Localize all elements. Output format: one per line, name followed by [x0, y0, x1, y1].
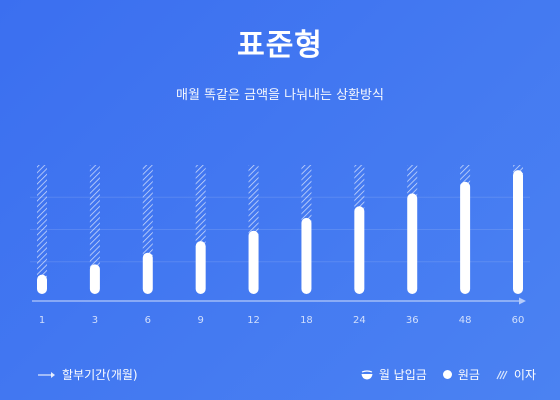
- interest-bar: [195, 165, 206, 246]
- principal-dot-icon: [442, 370, 452, 379]
- interest-bar: [407, 165, 418, 198]
- interest-bar: [513, 165, 523, 175]
- principal-bar: [354, 206, 365, 294]
- principal-bar: [460, 181, 471, 294]
- x-tick-label: 12: [247, 315, 260, 326]
- hatch-icon: [496, 370, 508, 380]
- principal-bar: [195, 241, 206, 294]
- x-tick-label: 60: [512, 315, 525, 326]
- interest-bar: [89, 165, 100, 269]
- x-tick-label: 9: [197, 315, 203, 326]
- page-subtitle: 매월 똑같은 금액을 나눠내는 상환방식: [176, 88, 384, 103]
- x-tick-label: 24: [353, 315, 366, 326]
- interest-bar: [301, 165, 312, 222]
- arrow-right-icon: [38, 371, 56, 379]
- x-tick-label: 48: [459, 315, 472, 326]
- interest-bar: [354, 165, 365, 211]
- legend-period-label: 할부기간(개월): [62, 368, 138, 382]
- x-tick-label: 3: [92, 315, 98, 326]
- page-title: 표준형: [237, 28, 323, 63]
- x-tick-label: 6: [145, 315, 151, 326]
- principal-bar: [301, 217, 312, 294]
- interest-bar: [142, 165, 153, 257]
- grid-lines: [30, 196, 530, 263]
- legend-interest: 이자: [496, 366, 536, 383]
- x-tick-label: 18: [300, 315, 313, 326]
- principal-bar: [513, 170, 523, 294]
- legend-monthly-payment-label: 월 납입금: [378, 368, 427, 382]
- bar-group: [37, 165, 523, 294]
- legend-principal-label: 원금: [457, 368, 480, 382]
- interest-bar: [248, 165, 259, 235]
- legend-interest-label: 이자: [513, 368, 536, 382]
- legend-principal: 원금: [442, 366, 480, 383]
- interest-bar: [37, 165, 47, 279]
- bowl-icon: [361, 369, 373, 380]
- legend: 월 납입금 원금 이자: [361, 366, 536, 383]
- x-axis-arrow: [519, 297, 526, 305]
- principal-bar: [142, 252, 153, 294]
- principal-bar: [89, 264, 100, 294]
- interest-bar: [460, 165, 471, 186]
- legend-period: 할부기간(개월): [38, 366, 138, 383]
- principal-bar: [407, 193, 418, 294]
- x-tick-label: 36: [406, 315, 419, 326]
- x-tick-label: 1: [39, 315, 45, 326]
- legend-monthly-payment: 월 납입금: [361, 366, 427, 383]
- principal-bar: [37, 274, 47, 294]
- principal-bar: [248, 230, 259, 294]
- x-axis: 1 3 6 9 12 18 24 36 48 60: [32, 297, 526, 326]
